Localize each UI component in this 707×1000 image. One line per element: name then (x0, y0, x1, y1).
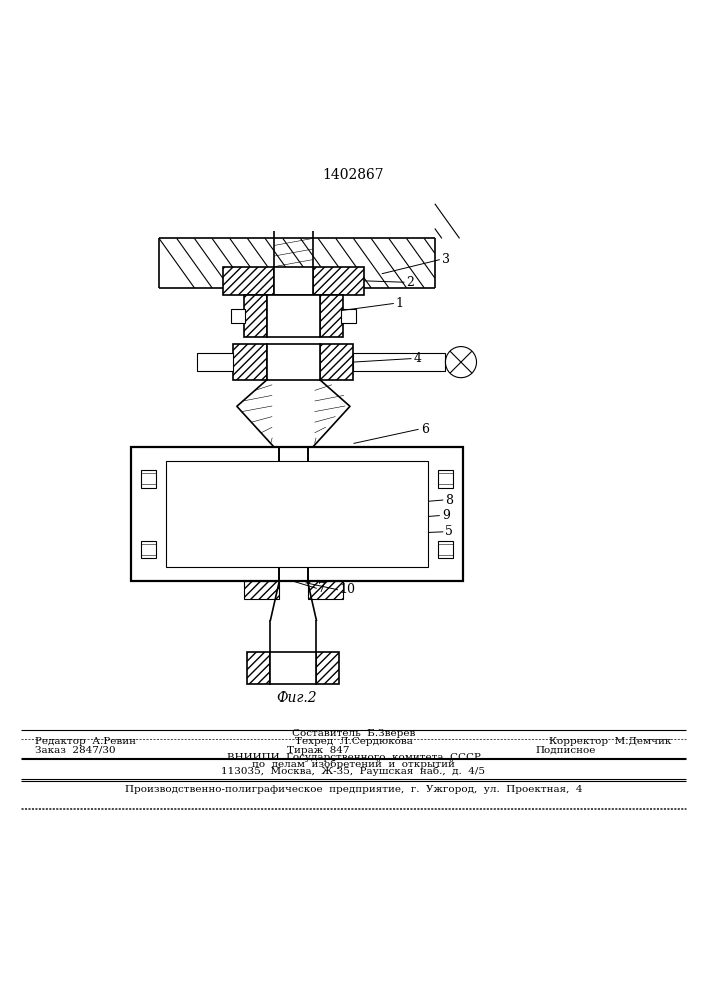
Bar (312, 267, 364, 295)
Text: Фиг.2: Фиг.2 (276, 691, 317, 705)
Bar (244, 581, 279, 599)
Bar (438, 541, 453, 558)
Text: Подписное: Подписное (535, 746, 596, 755)
Bar (274, 267, 312, 295)
Text: ВНИИПИ  Государственного  комитета  СССР: ВНИИПИ Государственного комитета СССР (226, 753, 481, 762)
Bar (131, 447, 463, 581)
Text: Редактор  А.Ревин: Редактор А.Ревин (35, 737, 136, 746)
Text: Составитель  Б.Зверев: Составитель Б.Зверев (292, 729, 415, 738)
Text: Заказ  2847/30: Заказ 2847/30 (35, 746, 116, 755)
Bar (258, 541, 329, 557)
Bar (141, 470, 156, 488)
Bar (267, 295, 320, 337)
Bar (197, 353, 233, 371)
Bar (316, 652, 339, 684)
Bar (233, 344, 267, 380)
Bar (341, 309, 356, 323)
Text: 5: 5 (445, 525, 453, 538)
Bar (270, 652, 316, 684)
Bar (308, 581, 343, 599)
Bar (231, 309, 245, 323)
Text: 7: 7 (318, 582, 326, 595)
Text: Тираж  847: Тираж 847 (287, 746, 349, 755)
Bar (247, 652, 270, 684)
Bar (258, 470, 329, 486)
Bar (166, 461, 428, 567)
Bar (320, 344, 354, 380)
Text: 9: 9 (442, 509, 450, 522)
Text: Техред  Л.Сердюкова: Техред Л.Сердюкова (295, 737, 412, 746)
Text: по  делам  изобретений  и  открытий: по делам изобретений и открытий (252, 760, 455, 769)
Bar (244, 295, 267, 337)
Bar (141, 541, 156, 558)
Text: 10: 10 (339, 583, 356, 596)
Text: 6: 6 (421, 423, 428, 436)
Text: 8: 8 (445, 493, 453, 506)
Text: 4: 4 (414, 352, 421, 365)
Bar (320, 295, 343, 337)
Text: 3: 3 (442, 253, 450, 266)
Bar (438, 470, 453, 488)
Text: 1402867: 1402867 (322, 168, 385, 182)
Text: Корректор  М.Демчик: Корректор М.Демчик (549, 737, 672, 746)
Bar (223, 267, 274, 295)
Text: 1: 1 (396, 297, 404, 310)
Bar (354, 353, 445, 371)
Text: 113035,  Москва,  Ж-35,  Раушская  наб.,  д.  4/5: 113035, Москва, Ж-35, Раушская наб., д. … (221, 767, 486, 776)
Text: Производственно-полиграфическое  предприятие,  г.  Ужгород,  ул.  Проектная,  4: Производственно-полиграфическое предприя… (124, 785, 583, 794)
Bar (267, 344, 320, 380)
Text: 2: 2 (407, 276, 414, 289)
